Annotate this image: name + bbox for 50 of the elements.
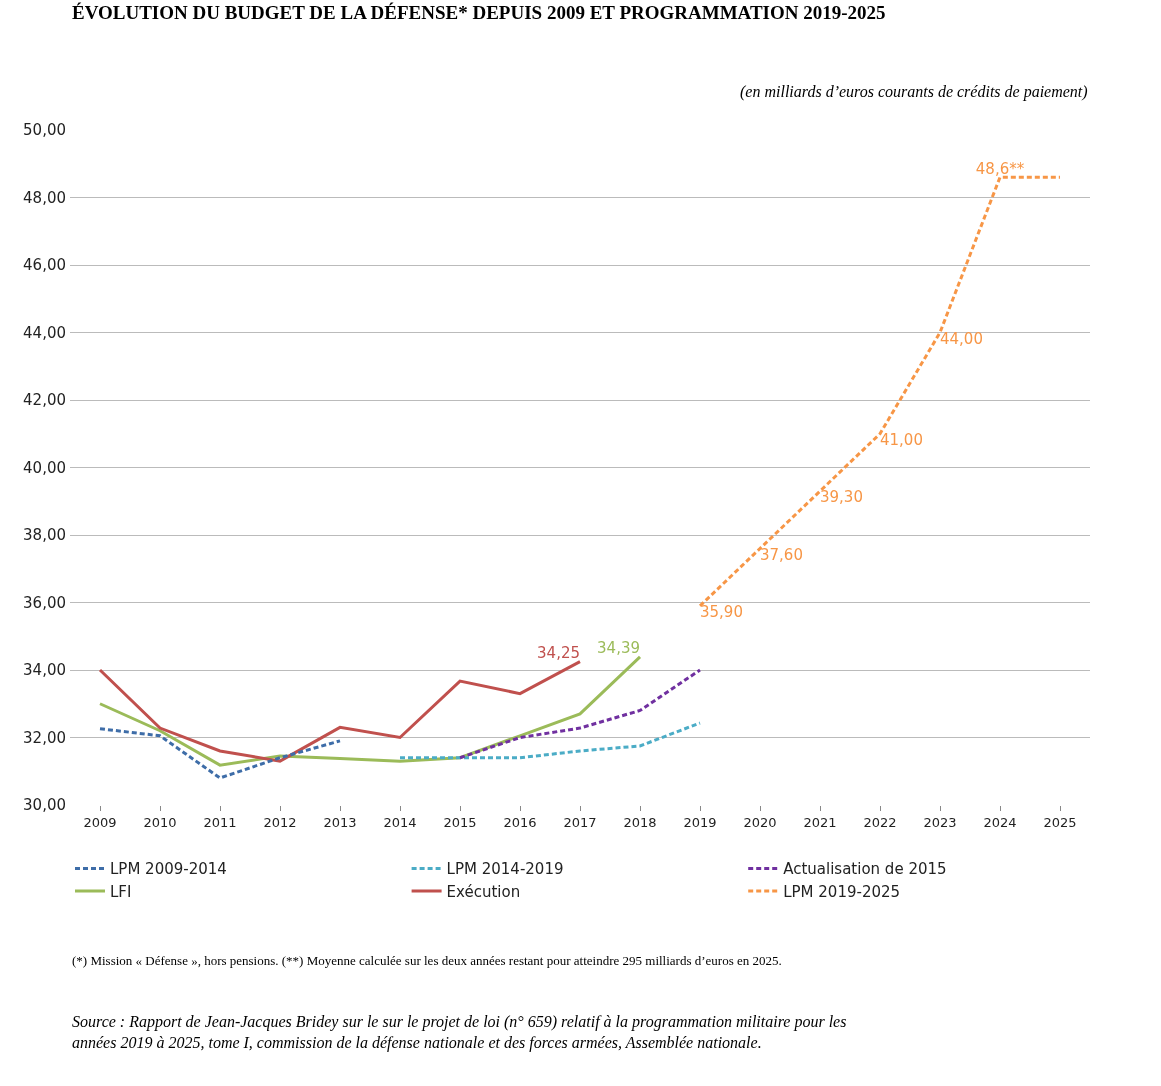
x-tick-label: 2021 [803, 814, 837, 830]
x-tick-label: 2013 [323, 814, 357, 830]
x-tick-label: 2010 [143, 814, 177, 830]
x-tick-label: 2023 [923, 814, 957, 830]
chart-subtitle: (en milliards d’euros courants de crédits de paiement) [740, 83, 1088, 101]
y-tick-label: 38,00 [23, 526, 66, 545]
x-tick-label: 2020 [743, 814, 777, 830]
y-tick-label: 32,00 [23, 728, 66, 747]
legend-label: Actualisation de 2015 [783, 860, 947, 879]
y-tick-label: 50,00 [23, 121, 66, 140]
x-tick-label: 2019 [683, 814, 717, 830]
line-series [98, 660, 582, 763]
y-tick-label: 44,00 [23, 323, 66, 342]
chart-title: ÉVOLUTION DU BUDGET DE LA DÉFENSE* DEPUIS 2009 ET PROGRAMMATION 2019-2025 [72, 2, 886, 23]
x-tick-label: 2022 [863, 814, 897, 830]
data-label: 37,60 [760, 545, 803, 564]
y-tick-label: 30,00 [23, 796, 66, 815]
y-tick-label: 42,00 [23, 391, 66, 410]
data-label: 34,25 [537, 643, 580, 662]
y-tick-label: 34,00 [23, 661, 66, 680]
x-tick-label: 2024 [983, 814, 1017, 830]
x-tick-label: 2015 [443, 814, 477, 830]
x-tick-label: 2011 [203, 814, 237, 830]
data-label: 34,39 [597, 639, 640, 658]
data-label: 35,90 [700, 603, 743, 622]
x-tick-label: 2012 [263, 814, 297, 830]
text: (*) Mission « Défense », hors pensions. (**) Moyenne calculée sur les deux années restant pour atteindre 295 milliards d’euros en 2025. [72, 953, 782, 968]
legend-label: LPM 2014-2019 [446, 860, 564, 879]
data-label: 44,00 [940, 329, 983, 348]
x-tick-label: 2018 [623, 814, 657, 830]
y-tick-label: 48,00 [23, 188, 66, 207]
x-tick-label: 2014 [383, 814, 417, 830]
line-series [458, 668, 702, 760]
y-tick-label: 36,00 [23, 593, 66, 612]
line-series [98, 727, 342, 780]
data-label: 48,6** [975, 159, 1025, 178]
legend-label: Exécution [446, 882, 521, 901]
legend-label: LFI [110, 882, 132, 901]
line-series [398, 721, 702, 760]
x-tick-label: 2025 [1043, 814, 1077, 830]
data-label: 39,30 [820, 488, 863, 507]
x-tick-label: 2017 [563, 814, 597, 830]
y-tick-label: 40,00 [23, 458, 66, 477]
data-label: 41,00 [880, 431, 923, 449]
source-note: Source : Rapport de Jean-Jacques Bridey sur le sur le projet de loi (n° 659) relatif à la programmation militaire pour les années 2019 à 2025, tome I, commission de la défense nationale et des forces armées, Assemblée nationale. [72, 1013, 847, 1052]
legend-label: LPM 2019-2025 [783, 882, 901, 901]
y-tick-label: 46,00 [23, 256, 66, 275]
legend-label: LPM 2009-2014 [110, 860, 227, 879]
x-tick-label: 2009 [83, 814, 117, 830]
x-tick-label: 2016 [503, 814, 537, 830]
